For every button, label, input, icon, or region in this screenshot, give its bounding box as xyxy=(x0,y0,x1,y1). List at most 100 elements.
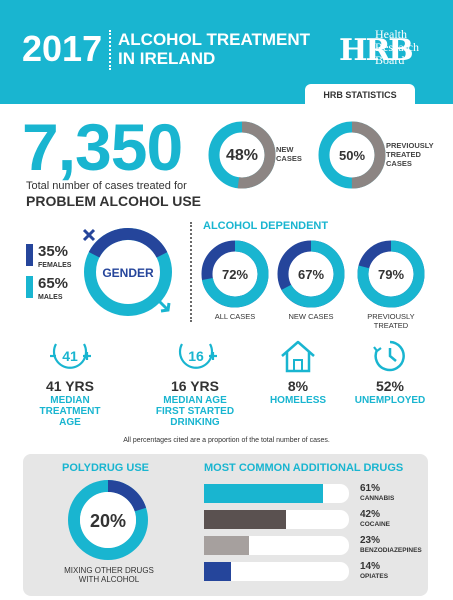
label-line: AGE xyxy=(59,417,81,428)
gender-title: GENDER xyxy=(102,266,154,280)
label-line: NEW CASES xyxy=(288,312,334,321)
label-line: UNEMPLOYED xyxy=(354,395,426,406)
ring-value-arc xyxy=(201,240,269,308)
drug-pct: 14% xyxy=(360,561,381,572)
male-label: MALES xyxy=(38,294,63,301)
new-cases-ad-label: NEW CASES xyxy=(281,312,341,321)
total-cases-value: 7,350 xyxy=(22,110,183,184)
age-16-icon: 16 xyxy=(178,343,217,369)
label-line: MIXING OTHER DRUGS xyxy=(64,566,154,575)
homeless-value: 8% xyxy=(287,378,309,394)
polydrug-ring: 20% xyxy=(68,480,148,560)
female-color-bar xyxy=(26,244,33,266)
median-first-drink-label: MEDIAN AGE FIRST STARTED DRINKING xyxy=(140,395,250,428)
drug-name: COCAINE xyxy=(360,521,390,528)
label-line: WITH ALCOHOL xyxy=(78,575,140,584)
label-line: TREATED xyxy=(386,150,421,159)
hrb-statistics-tab: HRB STATISTICS xyxy=(305,84,415,106)
total-cases-caption: Total number of cases treated for xyxy=(26,180,187,192)
hrb-logo-icon: HRB xyxy=(339,33,414,68)
polydrug-caption: MIXING OTHER DRUGS WITH ALCOHOL xyxy=(44,566,174,584)
house-icon xyxy=(281,340,315,373)
label-line: CASES xyxy=(276,154,302,163)
homeless-label: HOMELESS xyxy=(258,395,338,406)
drug-pct: 23% xyxy=(360,535,381,546)
label-line: MEDIAN xyxy=(50,395,90,406)
drug-name: BENZODIAZEPINES xyxy=(360,547,422,554)
male-symbol-icon xyxy=(156,298,171,313)
footnote: All percentages cited are a proportion o… xyxy=(123,437,330,444)
ring-previously-treated: 50% xyxy=(318,121,386,189)
median-first-drink-value: 16 YRS xyxy=(171,378,219,394)
ring-all-cases: 72% xyxy=(201,240,269,308)
ring-previously-treated-ad: 79% xyxy=(357,240,425,308)
drug-name: OPIATES xyxy=(360,573,389,580)
male-color-bar xyxy=(26,276,33,298)
ring-value-arc xyxy=(277,240,345,308)
ring-new-cases-ad: 67% xyxy=(277,240,345,308)
unemployed-label: UNEMPLOYED xyxy=(345,395,435,406)
drug-bar-fill xyxy=(204,484,323,503)
polydrug-title: POLYDRUG USE xyxy=(62,462,150,474)
total-cases-subject: PROBLEM ALCOHOL USE xyxy=(26,193,202,209)
previously-treated-label: PREVIOUSLY TREATED CASES xyxy=(386,141,434,168)
page-title: ALCOHOL TREATMENT IN IRELAND xyxy=(118,30,328,68)
ring-pct-label: 72% xyxy=(222,267,248,282)
median-treatment-age-label: MEDIAN TREATMENT AGE xyxy=(20,395,120,428)
previously-treated-ad-label: PREVIOUSLY TREATED xyxy=(361,312,421,330)
drug-pct: 61% xyxy=(360,483,381,494)
drug-bar-fill xyxy=(204,562,232,581)
drug-bar-track xyxy=(204,562,349,581)
polydrug-pct: 20% xyxy=(90,511,126,531)
label-line: FIRST STARTED xyxy=(155,406,235,417)
drug-name: CANNABIS xyxy=(360,495,395,502)
ring-center xyxy=(80,492,136,548)
drug-bar-fill xyxy=(204,510,286,529)
unemployed-value: 52% xyxy=(375,378,405,394)
label-line: TREATMENT xyxy=(39,406,101,417)
icon-number: 16 xyxy=(188,348,204,364)
label-line: ALL CASES xyxy=(214,312,256,321)
label-line: TREATED xyxy=(373,321,409,330)
age-41-icon: 41 xyxy=(50,343,91,369)
title-line-1: ALCOHOL TREATMENT xyxy=(118,30,311,49)
ring-pct-label: 48% xyxy=(226,147,258,164)
female-symbol-icon xyxy=(82,228,96,242)
gender-ring: GENDER xyxy=(82,228,172,316)
label-line: HOMELESS xyxy=(269,395,327,406)
drugs-title: MOST COMMON ADDITIONAL DRUGS xyxy=(204,462,404,474)
label-line: CASES xyxy=(386,159,412,168)
label-line: NEW xyxy=(276,145,294,154)
drug-bar-fill xyxy=(204,536,249,555)
logo-line-1: Health xyxy=(375,27,407,41)
year-title: 2017 xyxy=(22,28,103,69)
title-line-2: IN IRELAND xyxy=(118,49,216,68)
new-cases-label: NEW CASES xyxy=(276,145,302,163)
alcohol-dependent-rings: 72% 67% 79% xyxy=(201,240,425,308)
female-label: FEMALES xyxy=(38,262,72,269)
logo-line-2: Research xyxy=(375,40,419,54)
ring-pct-label: 50% xyxy=(339,148,365,163)
median-treatment-age-value: 41 YRS xyxy=(46,378,94,394)
female-pct: 35% xyxy=(38,243,69,260)
icon-number: 41 xyxy=(62,348,78,364)
male-pct: 65% xyxy=(38,275,69,292)
ring-new-cases: 48% xyxy=(208,121,276,189)
label-line: PREVIOUSLY xyxy=(386,141,434,150)
label-line: DRINKING xyxy=(170,417,220,428)
ring-pct-label: 67% xyxy=(298,267,324,282)
ring-pct-label: 79% xyxy=(378,267,404,282)
label-line: MEDIAN AGE xyxy=(163,395,227,406)
all-cases-label: ALL CASES xyxy=(205,312,265,321)
alcohol-dependent-title: ALCOHOL DEPENDENT xyxy=(203,220,329,232)
logo-line-3: Board xyxy=(375,53,405,67)
case-rings: 48% 50% xyxy=(208,121,386,189)
ring-value-arc xyxy=(318,121,386,189)
ring-value-arc xyxy=(357,240,425,308)
header-divider xyxy=(109,30,111,70)
ring-value-arc xyxy=(68,480,148,560)
hrb-logo-text: Health Research Board xyxy=(375,28,445,67)
section-divider xyxy=(190,222,192,322)
ring-value-arc xyxy=(208,121,276,189)
drug-pct: 42% xyxy=(360,509,381,520)
